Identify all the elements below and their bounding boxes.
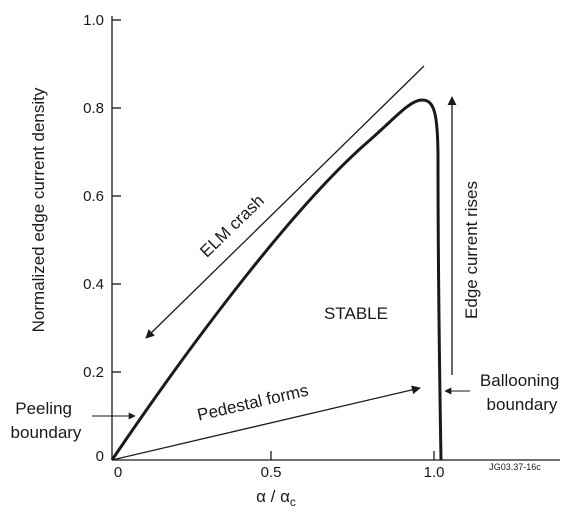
- ballooning-boundary-label: Ballooning boundary: [480, 371, 564, 414]
- peeling-boundary-line-1: Peeling: [15, 399, 72, 418]
- y-tick-label: 1.0: [83, 12, 104, 29]
- stable-region-label: STABLE: [324, 304, 388, 323]
- y-tick-label: 0.2: [83, 364, 104, 381]
- x-tick-marks: [270, 451, 435, 460]
- elm-crash-label: ELM crash: [196, 191, 268, 261]
- x-tick-label: 0.5: [261, 464, 282, 481]
- x-axis-title: α / αc: [256, 487, 296, 509]
- y-tick-label: 0: [96, 448, 104, 465]
- ballooning-boundary-line-2: boundary: [487, 395, 558, 414]
- peeling-boundary-line-2: boundary: [11, 423, 82, 442]
- x-axis-title-main: α / α: [256, 487, 290, 506]
- y-tick-marks: [112, 19, 121, 373]
- y-tick-label: 0.4: [83, 276, 104, 293]
- y-axis-title: Normalized edge current density: [29, 87, 48, 332]
- elm-crash-arrow: [145, 65, 425, 339]
- x-axis-title-subscript: c: [290, 495, 296, 509]
- peeling-boundary-label: Peeling boundary: [11, 399, 82, 442]
- ballooning-boundary-line-1: Ballooning: [480, 371, 559, 390]
- y-tick-label: 0.6: [83, 188, 104, 205]
- stability-boundary-curve: [110, 98, 443, 461]
- pedestal-forms-arrow: [111, 385, 421, 461]
- x-tick-label: 0: [114, 464, 122, 481]
- figure-code: JG03.37-16c: [489, 462, 541, 472]
- y-tick-label: 0.8: [83, 100, 104, 117]
- edge-current-rises-label: Edge current rises: [462, 181, 481, 319]
- x-tick-label: 1.0: [424, 464, 445, 481]
